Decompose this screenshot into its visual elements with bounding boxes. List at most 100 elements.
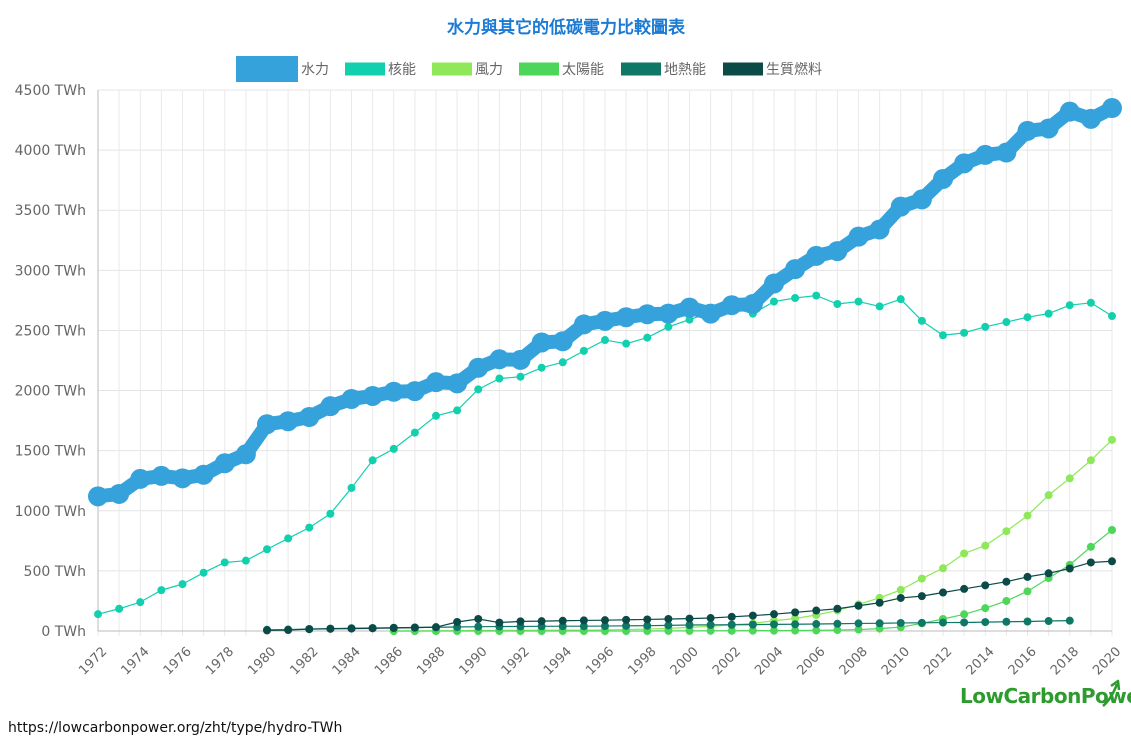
data-point[interactable]	[833, 299, 842, 308]
data-point[interactable]	[685, 315, 694, 324]
data-point[interactable]	[453, 406, 462, 415]
legend-item[interactable]: 太陽能	[519, 62, 604, 78]
legend-item[interactable]: 風力	[432, 62, 503, 78]
data-point[interactable]	[263, 626, 271, 635]
data-point[interactable]	[151, 465, 172, 486]
data-point[interactable]	[468, 357, 489, 378]
data-point[interactable]	[516, 372, 525, 381]
data-point[interactable]	[426, 372, 446, 393]
data-point[interactable]	[764, 273, 784, 294]
data-point[interactable]	[981, 541, 990, 550]
data-point[interactable]	[848, 226, 869, 247]
data-point[interactable]	[812, 606, 821, 615]
data-point[interactable]	[235, 444, 256, 465]
data-point[interactable]	[939, 588, 947, 597]
data-point[interactable]	[664, 322, 673, 331]
data-point[interactable]	[748, 620, 757, 629]
data-point[interactable]	[770, 620, 778, 629]
data-point[interactable]	[326, 624, 335, 633]
data-point[interactable]	[791, 620, 800, 629]
data-point[interactable]	[700, 303, 721, 324]
data-point[interactable]	[827, 241, 848, 262]
data-point[interactable]	[1023, 511, 1032, 520]
data-point[interactable]	[875, 619, 884, 628]
data-point[interactable]	[770, 610, 778, 619]
data-point[interactable]	[172, 468, 193, 489]
data-point[interactable]	[341, 388, 362, 409]
data-point[interactable]	[1065, 301, 1074, 310]
data-point[interactable]	[88, 486, 108, 507]
data-point[interactable]	[326, 509, 335, 518]
data-point[interactable]	[1023, 617, 1032, 626]
data-point[interactable]	[960, 584, 969, 593]
brand-logo[interactable]: LowCarbonPower	[960, 684, 1131, 708]
data-point[interactable]	[643, 615, 652, 624]
data-point[interactable]	[960, 610, 969, 619]
data-point[interactable]	[664, 614, 673, 623]
data-point[interactable]	[637, 304, 658, 325]
data-point[interactable]	[278, 411, 299, 432]
data-point[interactable]	[939, 564, 947, 573]
data-point[interactable]	[157, 586, 166, 595]
data-point[interactable]	[474, 622, 483, 631]
data-point[interactable]	[241, 556, 250, 565]
data-point[interactable]	[1108, 557, 1116, 566]
data-point[interactable]	[1086, 298, 1095, 307]
data-point[interactable]	[1038, 118, 1059, 139]
data-point[interactable]	[299, 407, 320, 428]
data-point[interactable]	[516, 617, 525, 626]
data-point[interactable]	[383, 381, 404, 402]
data-point[interactable]	[791, 608, 800, 617]
data-point[interactable]	[510, 349, 531, 370]
data-point[interactable]	[812, 626, 821, 635]
data-point[interactable]	[595, 310, 615, 331]
data-point[interactable]	[748, 626, 757, 635]
data-point[interactable]	[981, 604, 990, 613]
data-point[interactable]	[875, 302, 884, 311]
data-point[interactable]	[1108, 435, 1116, 444]
data-point[interactable]	[869, 219, 890, 240]
data-point[interactable]	[1065, 474, 1074, 483]
data-point[interactable]	[981, 618, 990, 627]
data-point[interactable]	[960, 549, 969, 558]
data-point[interactable]	[685, 614, 694, 623]
data-point[interactable]	[368, 624, 377, 633]
data-point[interactable]	[1108, 526, 1116, 535]
data-point[interactable]	[220, 558, 229, 567]
data-point[interactable]	[939, 618, 947, 627]
data-point[interactable]	[664, 621, 673, 630]
data-point[interactable]	[362, 385, 383, 406]
data-point[interactable]	[601, 336, 609, 345]
data-point[interactable]	[257, 414, 277, 435]
data-point[interactable]	[1023, 587, 1032, 596]
data-point[interactable]	[130, 468, 151, 489]
data-point[interactable]	[622, 339, 631, 348]
data-point[interactable]	[432, 623, 440, 632]
data-point[interactable]	[1086, 558, 1095, 567]
data-point[interactable]	[495, 374, 504, 383]
data-point[interactable]	[531, 332, 552, 353]
data-point[interactable]	[1086, 456, 1095, 465]
data-point[interactable]	[939, 331, 947, 340]
data-point[interactable]	[875, 598, 884, 607]
data-point[interactable]	[178, 580, 187, 589]
data-point[interactable]	[1065, 616, 1074, 625]
data-point[interactable]	[474, 385, 483, 394]
data-point[interactable]	[685, 626, 694, 635]
data-point[interactable]	[1080, 108, 1101, 129]
data-point[interactable]	[727, 620, 736, 629]
data-point[interactable]	[537, 617, 546, 626]
legend-item[interactable]: 地熱能	[621, 62, 706, 78]
data-point[interactable]	[854, 297, 863, 306]
data-point[interactable]	[579, 622, 588, 631]
data-point[interactable]	[263, 545, 271, 554]
data-point[interactable]	[579, 346, 588, 355]
data-point[interactable]	[305, 625, 314, 634]
data-point[interactable]	[214, 453, 235, 474]
data-point[interactable]	[791, 614, 800, 623]
data-point[interactable]	[742, 293, 763, 314]
data-point[interactable]	[911, 189, 932, 210]
data-point[interactable]	[1044, 491, 1053, 500]
data-point[interactable]	[432, 411, 440, 420]
data-point[interactable]	[404, 381, 425, 402]
